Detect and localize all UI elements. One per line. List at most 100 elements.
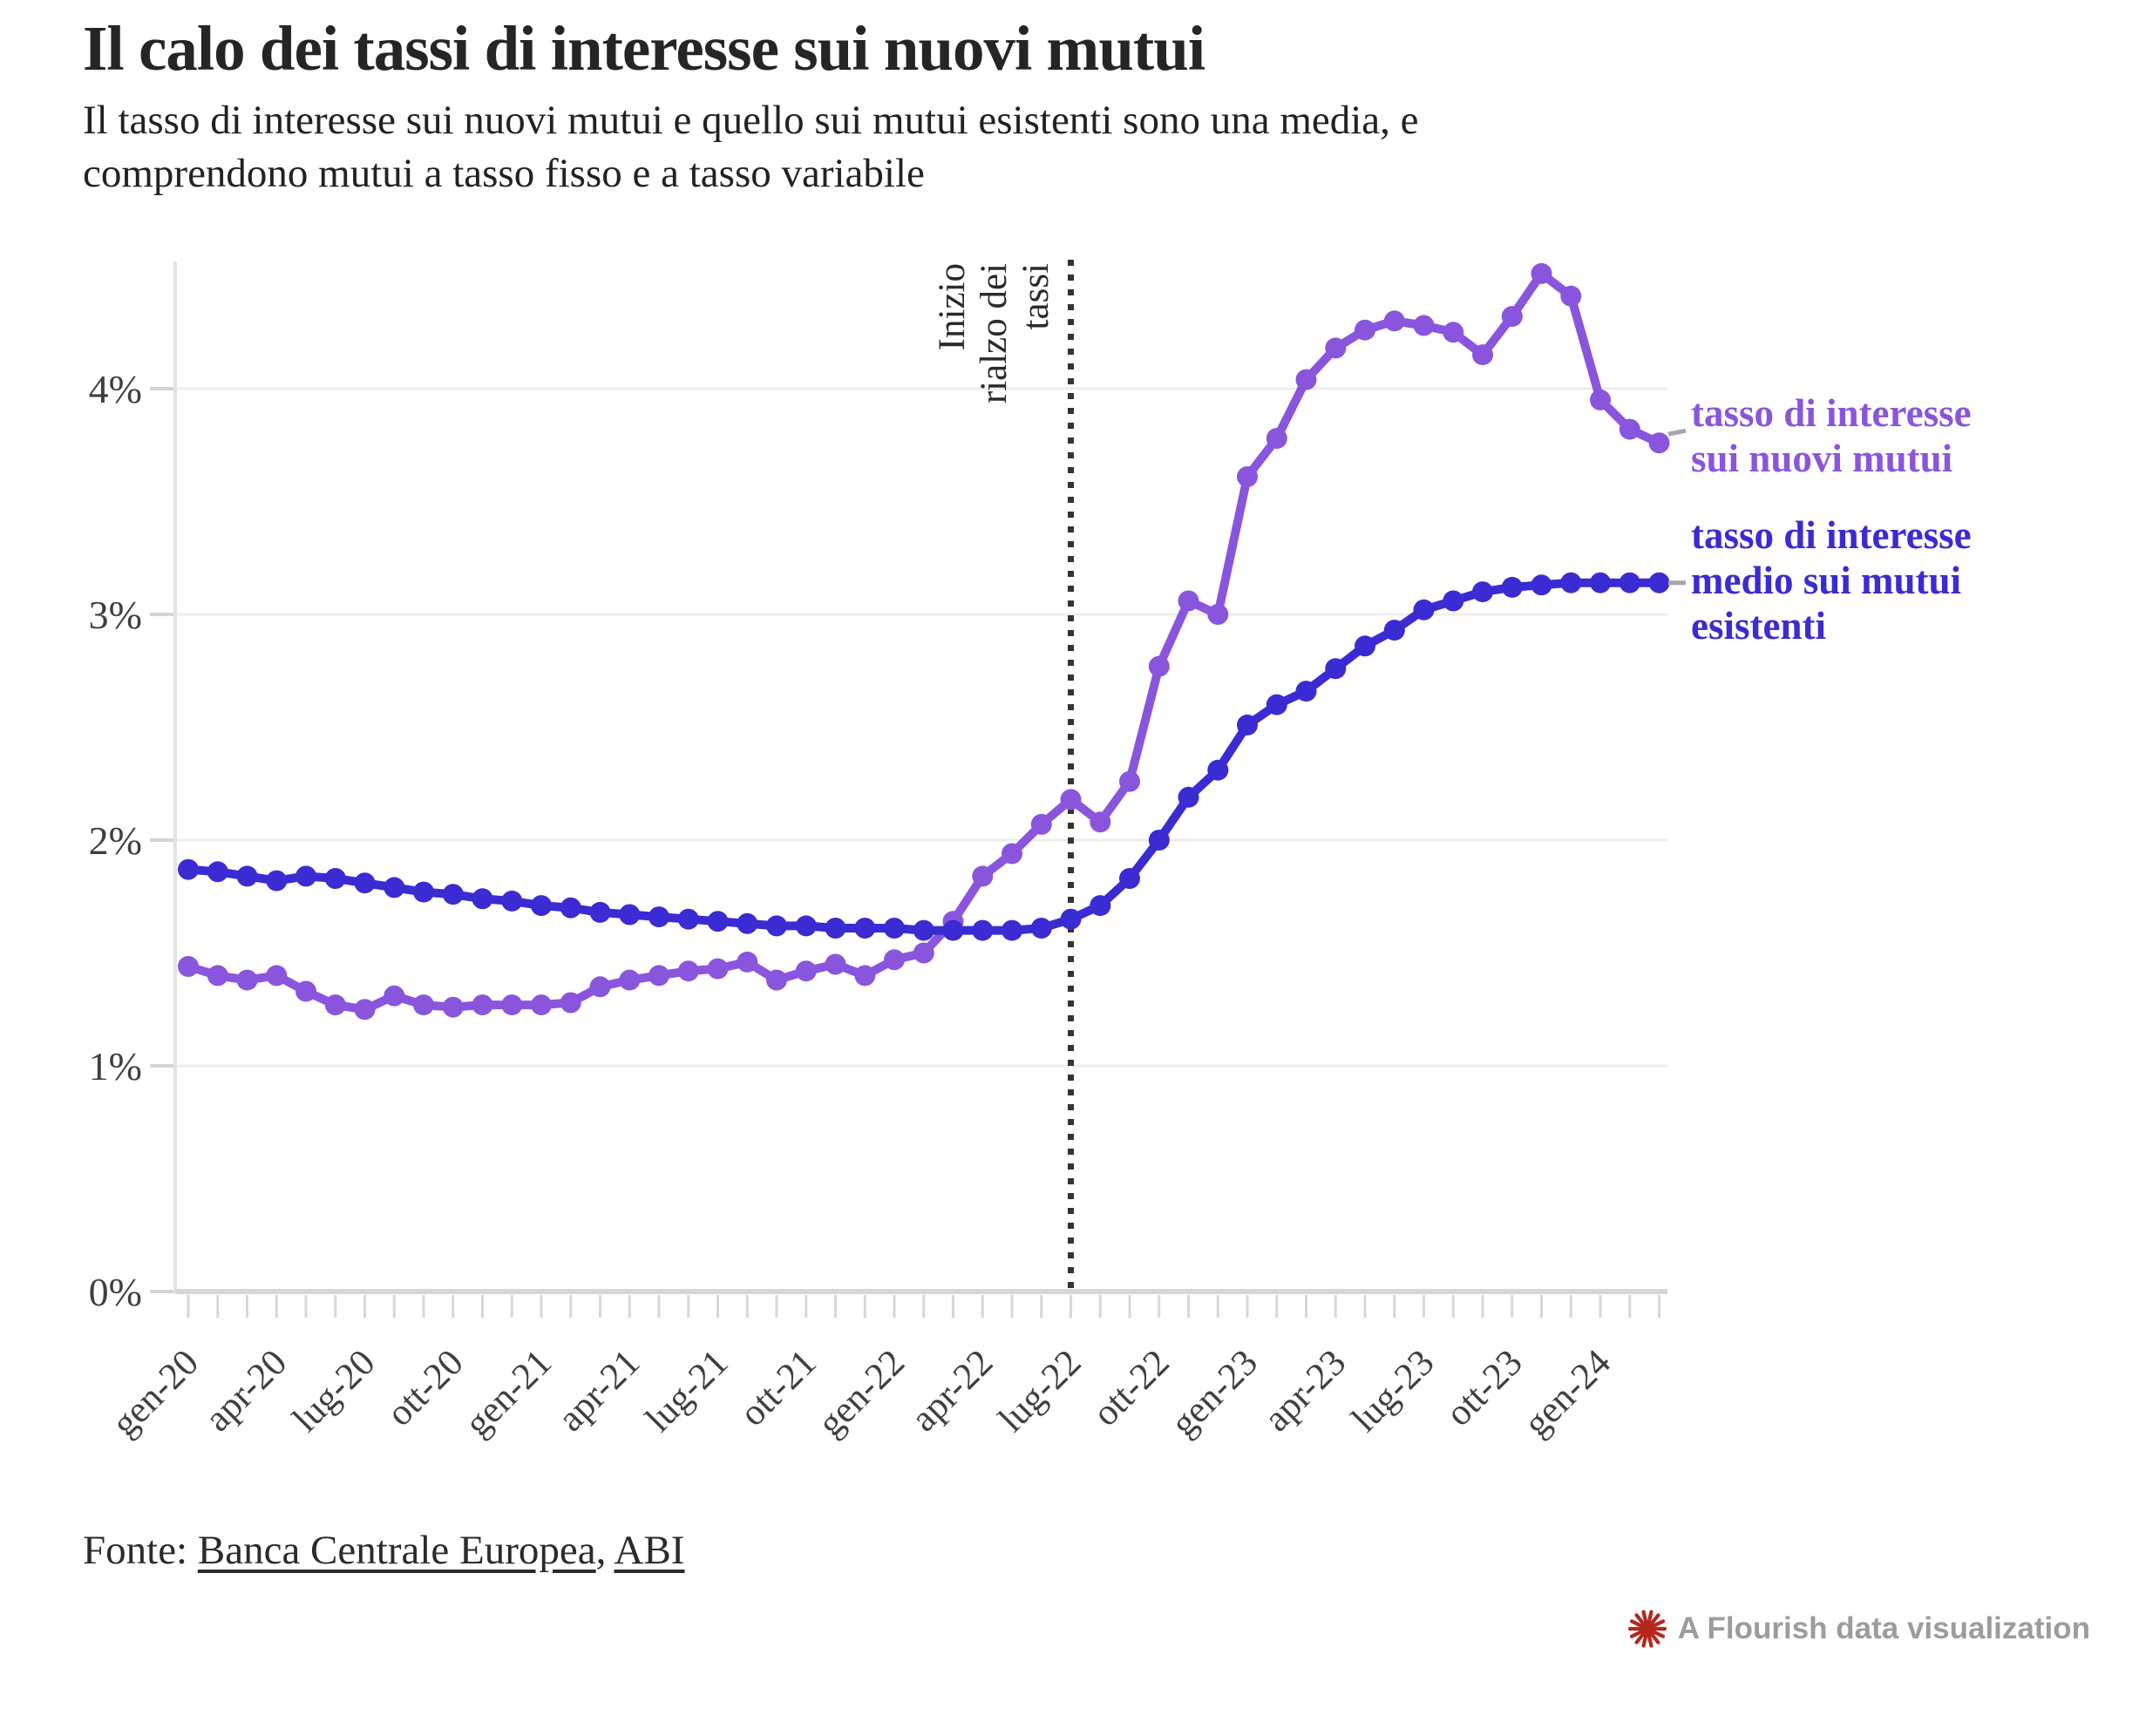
data-point-esistenti-gen-23[interactable] xyxy=(1237,714,1258,736)
source-link-bce[interactable]: Banca Centrale Europea xyxy=(197,1528,596,1573)
data-point-esistenti-apr-21[interactable] xyxy=(619,904,641,926)
data-point-nuovi-giu-20[interactable] xyxy=(324,994,346,1016)
data-point-esistenti-set-22[interactable] xyxy=(1119,868,1140,889)
data-point-nuovi-set-22[interactable] xyxy=(1119,770,1140,792)
data-point-esistenti-giu-21[interactable] xyxy=(677,908,699,930)
data-point-esistenti-set-23[interactable] xyxy=(1472,581,1493,603)
data-point-esistenti-feb-21[interactable] xyxy=(560,897,581,919)
data-point-nuovi-apr-21[interactable] xyxy=(619,969,641,991)
data-point-nuovi-nov-20[interactable] xyxy=(472,994,493,1016)
data-point-esistenti-giu-22[interactable] xyxy=(1030,918,1052,939)
data-point-esistenti-ago-21[interactable] xyxy=(737,912,758,934)
data-point-esistenti-mag-20[interactable] xyxy=(295,865,316,887)
data-point-nuovi-feb-23[interactable] xyxy=(1266,428,1287,449)
data-point-esistenti-mar-22[interactable] xyxy=(942,919,964,941)
data-point-nuovi-mag-20[interactable] xyxy=(295,980,316,1002)
data-point-nuovi-giu-21[interactable] xyxy=(677,960,699,982)
data-point-esistenti-ott-21[interactable] xyxy=(795,915,817,937)
data-point-esistenti-feb-23[interactable] xyxy=(1266,694,1287,715)
data-point-esistenti-ott-23[interactable] xyxy=(1501,576,1523,598)
data-point-nuovi-lug-21[interactable] xyxy=(707,958,729,980)
data-point-nuovi-ott-22[interactable] xyxy=(1148,655,1170,677)
data-point-nuovi-gen-22[interactable] xyxy=(884,949,905,971)
data-point-nuovi-nov-22[interactable] xyxy=(1178,590,1199,612)
data-point-esistenti-feb-20[interactable] xyxy=(207,861,228,883)
data-point-nuovi-lug-23[interactable] xyxy=(1413,315,1435,336)
data-point-nuovi-dic-21[interactable] xyxy=(854,965,876,987)
data-point-esistenti-apr-23[interactable] xyxy=(1325,658,1347,680)
data-point-nuovi-lug-22[interactable] xyxy=(1060,789,1082,810)
data-point-nuovi-mag-23[interactable] xyxy=(1355,319,1375,341)
data-point-esistenti-set-20[interactable] xyxy=(413,881,434,903)
data-point-nuovi-apr-23[interactable] xyxy=(1325,337,1347,359)
data-point-esistenti-ago-22[interactable] xyxy=(1090,895,1111,917)
data-point-esistenti-giu-20[interactable] xyxy=(324,868,346,889)
data-point-nuovi-feb-24[interactable] xyxy=(1619,418,1640,440)
data-point-esistenti-set-21[interactable] xyxy=(766,915,787,937)
data-point-esistenti-nov-22[interactable] xyxy=(1178,786,1199,808)
data-point-esistenti-mar-21[interactable] xyxy=(589,901,611,923)
data-point-nuovi-ago-22[interactable] xyxy=(1090,811,1111,833)
flourish-attribution[interactable]: A Flourish data visualization xyxy=(1627,1609,2090,1649)
data-point-esistenti-lug-22[interactable] xyxy=(1060,908,1082,930)
data-point-esistenti-lug-21[interactable] xyxy=(707,911,729,932)
data-point-nuovi-nov-21[interactable] xyxy=(825,953,846,975)
data-point-nuovi-nov-23[interactable] xyxy=(1531,262,1552,284)
data-point-nuovi-feb-21[interactable] xyxy=(560,992,581,1014)
data-point-esistenti-feb-24[interactable] xyxy=(1619,572,1640,593)
data-point-nuovi-mag-22[interactable] xyxy=(1002,843,1022,865)
data-point-esistenti-ago-23[interactable] xyxy=(1443,590,1464,612)
data-point-nuovi-gen-21[interactable] xyxy=(531,994,552,1016)
data-point-esistenti-mag-21[interactable] xyxy=(648,906,669,928)
data-point-esistenti-ott-20[interactable] xyxy=(442,884,464,905)
data-point-esistenti-mar-24[interactable] xyxy=(1648,572,1670,593)
data-point-nuovi-mar-23[interactable] xyxy=(1295,369,1317,390)
data-point-nuovi-ott-21[interactable] xyxy=(795,960,817,982)
data-point-esistenti-nov-20[interactable] xyxy=(472,888,493,910)
data-point-nuovi-giu-23[interactable] xyxy=(1383,310,1405,332)
data-point-esistenti-lug-20[interactable] xyxy=(354,872,376,894)
data-point-nuovi-gen-24[interactable] xyxy=(1590,389,1611,410)
data-point-esistenti-dic-22[interactable] xyxy=(1207,759,1229,781)
data-point-nuovi-dic-20[interactable] xyxy=(501,994,523,1016)
data-point-nuovi-apr-20[interactable] xyxy=(266,965,288,987)
data-point-nuovi-giu-22[interactable] xyxy=(1030,813,1052,835)
data-point-nuovi-gen-23[interactable] xyxy=(1237,466,1258,487)
data-point-nuovi-gen-20[interactable] xyxy=(178,956,199,977)
data-point-esistenti-dic-21[interactable] xyxy=(854,918,876,939)
data-point-esistenti-ago-20[interactable] xyxy=(384,877,405,899)
data-point-esistenti-lug-23[interactable] xyxy=(1413,599,1435,620)
data-point-nuovi-set-23[interactable] xyxy=(1472,344,1493,366)
data-point-nuovi-set-20[interactable] xyxy=(413,994,434,1016)
data-point-nuovi-mar-21[interactable] xyxy=(589,976,611,998)
data-point-esistenti-mag-23[interactable] xyxy=(1355,635,1375,657)
data-point-nuovi-ago-20[interactable] xyxy=(384,985,405,1007)
data-point-esistenti-gen-22[interactable] xyxy=(884,918,905,939)
data-point-nuovi-dic-22[interactable] xyxy=(1207,604,1229,625)
data-point-esistenti-nov-21[interactable] xyxy=(825,918,846,939)
data-point-esistenti-gen-20[interactable] xyxy=(178,858,199,880)
data-point-nuovi-ago-23[interactable] xyxy=(1443,322,1464,343)
data-point-nuovi-apr-22[interactable] xyxy=(972,865,994,887)
data-point-esistenti-mar-20[interactable] xyxy=(236,865,258,887)
data-point-esistenti-mag-22[interactable] xyxy=(1002,919,1022,941)
data-point-nuovi-feb-20[interactable] xyxy=(207,965,228,987)
data-point-esistenti-feb-22[interactable] xyxy=(913,919,934,941)
data-point-nuovi-ago-21[interactable] xyxy=(737,951,758,973)
data-point-esistenti-mar-23[interactable] xyxy=(1295,681,1317,702)
data-point-esistenti-giu-23[interactable] xyxy=(1383,620,1405,641)
data-point-nuovi-mar-20[interactable] xyxy=(236,969,258,991)
data-point-esistenti-apr-22[interactable] xyxy=(972,919,994,941)
data-point-nuovi-ott-23[interactable] xyxy=(1501,306,1523,328)
data-point-esistenti-apr-20[interactable] xyxy=(266,870,288,892)
data-point-esistenti-gen-21[interactable] xyxy=(531,895,552,917)
data-point-nuovi-set-21[interactable] xyxy=(766,969,787,991)
data-point-nuovi-lug-20[interactable] xyxy=(354,999,376,1021)
data-point-nuovi-feb-22[interactable] xyxy=(913,942,934,964)
data-point-esistenti-gen-24[interactable] xyxy=(1590,572,1611,593)
source-link-abi[interactable]: ABI xyxy=(614,1528,685,1573)
data-point-esistenti-dic-23[interactable] xyxy=(1560,572,1582,593)
data-point-nuovi-ott-20[interactable] xyxy=(442,996,464,1018)
data-point-esistenti-dic-20[interactable] xyxy=(501,890,523,912)
data-point-esistenti-nov-23[interactable] xyxy=(1531,574,1552,596)
